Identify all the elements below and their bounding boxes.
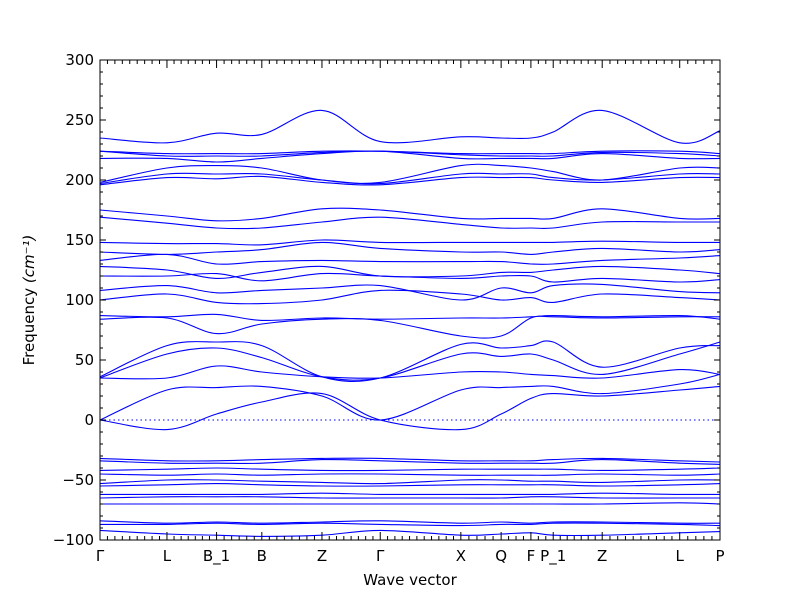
- band-line-29: [99, 483, 721, 487]
- x-tick-label: L: [163, 547, 172, 565]
- band-line-21: [99, 150, 721, 157]
- band-line-7: [99, 313, 721, 322]
- band-line-31: [99, 496, 720, 499]
- band-line-4: [99, 341, 721, 381]
- band-line-24: [99, 457, 721, 463]
- band-line-17: [99, 175, 721, 186]
- x-tick-label: Z: [597, 547, 607, 565]
- y-tick-label: 0: [84, 411, 94, 429]
- band-line-1: [99, 385, 721, 431]
- y-tick-label: −50: [62, 471, 94, 489]
- y-axis-label-text: Frequency: [20, 283, 38, 365]
- band-line-30: [100, 492, 721, 496]
- y-tick-label: 300: [65, 51, 94, 69]
- band-line-25: [99, 458, 721, 465]
- band-line-12: [99, 253, 721, 265]
- x-tick-label: X: [456, 547, 466, 565]
- band-line-33: [99, 520, 721, 524]
- x-tick-label: Q: [495, 547, 507, 565]
- band-line-27: [99, 473, 721, 476]
- y-tick-label: 150: [65, 231, 94, 249]
- band-line-3: [99, 365, 721, 380]
- band-series-group: [99, 109, 721, 537]
- band-line-22: [99, 150, 721, 155]
- band-line-26: [99, 467, 721, 472]
- x-tick-label: F: [527, 547, 536, 565]
- band-line-9: [99, 283, 721, 301]
- x-axis-label: Wave vector: [363, 571, 457, 589]
- x-tick-label: P_1: [540, 547, 566, 566]
- y-tick-label: 250: [65, 111, 94, 129]
- band-line-23: [99, 109, 721, 144]
- band-line-13: [99, 241, 721, 255]
- band-line-35: [99, 529, 721, 537]
- x-tick-label: Γ: [96, 547, 105, 565]
- plot-frame: [99, 59, 721, 541]
- x-tick-label: B: [257, 547, 267, 565]
- band-line-19: [99, 163, 721, 184]
- band-line-14: [99, 239, 721, 246]
- x-tick-label: B_1: [203, 547, 230, 566]
- band-line-34: [99, 522, 721, 527]
- y-tick-label: 100: [65, 291, 94, 309]
- band-line-5: [99, 340, 721, 382]
- y-tick-label: 50: [75, 351, 94, 369]
- band-line-6: [99, 315, 721, 339]
- band-line-16: [99, 207, 721, 222]
- band-line-8: [99, 289, 721, 305]
- band-line-2: [99, 373, 721, 421]
- y-tick-label: −100: [53, 531, 94, 549]
- x-tick-label: Z: [317, 547, 327, 565]
- band-line-15: [99, 216, 720, 230]
- band-line-28: [99, 479, 721, 485]
- y-axis-ticks: −100 −50 0 50 100 150 200 250 300: [53, 51, 720, 549]
- band-line-11: [99, 265, 721, 279]
- band-line-10: [99, 272, 721, 283]
- x-tick-label: L: [676, 547, 685, 565]
- band-line-32: [100, 502, 721, 505]
- band-line-20: [99, 150, 721, 163]
- x-tick-label: P: [715, 547, 724, 565]
- x-tick-label: Γ: [376, 547, 385, 565]
- y-axis-label-unit: (cm⁻¹): [20, 235, 38, 284]
- x-axis-ticks: Γ L B_1 B Z Γ X Q F P_1 Z L P: [96, 60, 725, 566]
- y-axis-label: Frequency (cm⁻¹): [20, 235, 38, 366]
- y-tick-label: 200: [65, 171, 94, 189]
